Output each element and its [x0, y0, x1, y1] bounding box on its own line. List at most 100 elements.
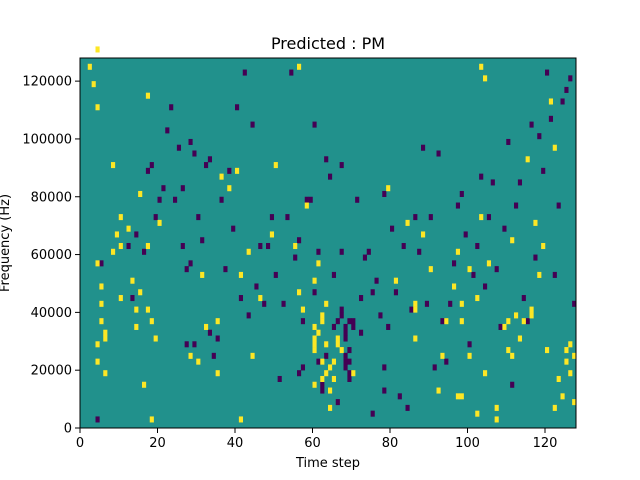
- heatmap-cell-low: [269, 214, 275, 221]
- heatmap-cell-high: [386, 185, 391, 192]
- heatmap-cell-high: [238, 416, 244, 423]
- heatmap-cell-high: [483, 370, 488, 377]
- heatmap-cell-low: [204, 162, 209, 169]
- heatmap-cell-low: [219, 196, 224, 203]
- heatmap-cell-high: [510, 352, 515, 359]
- heatmap-cell-low: [207, 156, 213, 163]
- heatmap-cell-low: [339, 312, 344, 319]
- heatmap-cell-low: [312, 289, 317, 296]
- heatmap-cell-high: [331, 358, 337, 365]
- heatmap-cell-high: [149, 318, 154, 325]
- heatmap-cell-low: [300, 364, 306, 371]
- y-tick-label: 60000: [31, 248, 72, 263]
- heatmap-cell-low: [537, 133, 542, 140]
- heatmap-cell-high: [196, 358, 201, 365]
- heatmap-cell-high: [328, 387, 333, 394]
- heatmap-cell-high: [95, 260, 100, 267]
- heatmap-cell-high: [452, 283, 457, 290]
- heatmap-cell-low: [514, 202, 519, 209]
- heatmap-cell-low: [254, 283, 259, 290]
- heatmap-cell-high: [312, 323, 317, 330]
- heatmap-cell-low: [281, 300, 286, 307]
- y-tick-label: 100000: [22, 132, 72, 147]
- heatmap-cell-low: [568, 75, 573, 82]
- heatmap-cell-high: [335, 341, 340, 348]
- heatmap-cell-high: [459, 300, 464, 307]
- heatmap-cell-low: [467, 341, 472, 348]
- heatmap-cell-high: [510, 237, 515, 244]
- heatmap-cells: [87, 46, 577, 423]
- heatmap-cell-high: [475, 295, 480, 302]
- heatmap-cell-low: [533, 254, 538, 261]
- heatmap-cell-low: [413, 214, 418, 221]
- x-axis: 0 20 40 60 80 100 120: [76, 428, 557, 451]
- heatmap-cell-low: [382, 364, 387, 371]
- heatmap-cell-low: [339, 162, 344, 169]
- heatmap-cell-low: [149, 162, 154, 169]
- heatmap-cell-low: [343, 335, 348, 342]
- heatmap-cell-high: [459, 393, 464, 400]
- heatmap-cell-low: [192, 341, 197, 348]
- heatmap-cell-low: [428, 214, 433, 221]
- heatmap-cell-low: [331, 271, 337, 278]
- heatmap-cell-high: [95, 341, 100, 348]
- heatmap-cell-high: [153, 335, 158, 342]
- heatmap-cell-low: [200, 237, 205, 244]
- heatmap-cell-high: [548, 98, 554, 105]
- heatmap-cell-low: [312, 121, 317, 128]
- heatmap-cell-low: [145, 167, 151, 174]
- heatmap-cell-low: [126, 243, 131, 250]
- heatmap-cell-low: [289, 69, 294, 76]
- heatmap-cell-low: [517, 179, 523, 186]
- chart-title: Predicted : PM: [271, 34, 385, 53]
- heatmap-cell-low: [556, 202, 561, 209]
- heatmap-cell-high: [118, 243, 123, 250]
- heatmap-cell-low: [370, 410, 375, 417]
- heatmap-cell-high: [564, 358, 569, 365]
- heatmap-cell-low: [347, 318, 352, 325]
- heatmap-cell-low: [343, 358, 348, 365]
- y-axis-label: Frequency (Hz): [0, 194, 13, 292]
- heatmap-cell-high: [103, 370, 108, 377]
- heatmap-cell-low: [207, 329, 213, 336]
- heatmap-cell-high: [440, 352, 445, 359]
- heatmap-cell-high: [138, 289, 143, 296]
- x-tick-label: 80: [382, 436, 399, 451]
- heatmap-cell-high: [529, 306, 534, 313]
- heatmap-cell-low: [293, 254, 298, 261]
- heatmap-cell-high: [145, 306, 151, 313]
- y-tick-label: 80000: [31, 190, 72, 205]
- heatmap-cell-low: [277, 375, 282, 382]
- heatmap-cell-low: [343, 364, 348, 371]
- heatmap-cell-high: [91, 81, 96, 88]
- heatmap-cell-low: [335, 399, 340, 406]
- x-tick-label: 100: [455, 436, 480, 451]
- heatmap-cell-high: [149, 416, 154, 423]
- heatmap-cell-low: [215, 335, 220, 342]
- heatmap-cell-low: [564, 86, 569, 93]
- y-axis: 0 20000 40000 60000 80000 100000 120000: [22, 75, 80, 437]
- heatmap-cell-low: [180, 185, 185, 192]
- heatmap-cell-high: [316, 260, 321, 267]
- x-tick-label: 0: [76, 436, 84, 451]
- heatmap-cell-high: [541, 243, 546, 250]
- heatmap-cell-low: [521, 295, 526, 302]
- heatmap-cell-low: [188, 138, 193, 145]
- heatmap-cell-low: [266, 243, 271, 250]
- heatmap-cell-low: [382, 387, 387, 394]
- heatmap-cell-high: [145, 243, 151, 250]
- heatmap-cell-low: [304, 196, 309, 203]
- heatmap-cell-low: [370, 289, 375, 296]
- heatmap-cell-high: [413, 335, 418, 342]
- heatmap-cell-high: [188, 352, 193, 359]
- heatmap-cell-high: [494, 416, 499, 423]
- heatmap-cell-high: [335, 335, 340, 342]
- heatmap-cell-low: [479, 173, 484, 180]
- heatmap-cell-high: [506, 318, 511, 325]
- heatmap-cell-low: [463, 231, 468, 238]
- heatmap-cell-low: [355, 196, 360, 203]
- heatmap-cell-high: [138, 190, 143, 197]
- heatmap-cell-low: [560, 98, 565, 105]
- heatmap-cell-low: [285, 214, 290, 221]
